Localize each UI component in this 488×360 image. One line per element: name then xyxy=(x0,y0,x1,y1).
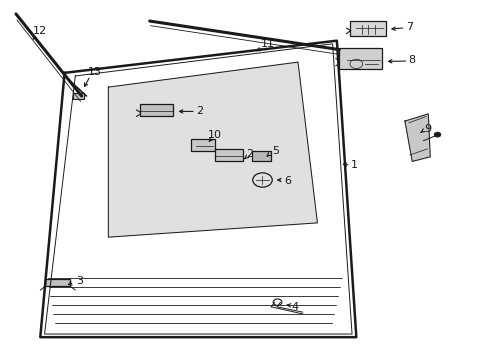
Polygon shape xyxy=(404,114,429,161)
Text: 6: 6 xyxy=(283,176,290,186)
Text: 2: 2 xyxy=(245,149,252,159)
Text: 1: 1 xyxy=(350,160,357,170)
Text: 7: 7 xyxy=(406,22,412,32)
Polygon shape xyxy=(108,62,317,237)
FancyBboxPatch shape xyxy=(140,104,173,116)
Text: 4: 4 xyxy=(290,302,298,312)
Text: 3: 3 xyxy=(77,276,83,286)
FancyBboxPatch shape xyxy=(215,149,242,161)
Text: 9: 9 xyxy=(423,124,430,134)
Text: 12: 12 xyxy=(33,26,47,36)
Text: 10: 10 xyxy=(208,130,222,140)
Text: 11: 11 xyxy=(260,39,274,49)
Text: 2: 2 xyxy=(196,107,203,116)
Circle shape xyxy=(433,132,440,137)
FancyBboxPatch shape xyxy=(251,151,271,161)
Text: 5: 5 xyxy=(272,146,279,156)
Bar xyxy=(73,93,84,99)
FancyBboxPatch shape xyxy=(45,279,70,287)
FancyBboxPatch shape xyxy=(339,48,381,68)
FancyBboxPatch shape xyxy=(191,139,215,151)
FancyBboxPatch shape xyxy=(350,21,385,36)
Text: 13: 13 xyxy=(88,67,102,77)
Text: 8: 8 xyxy=(408,55,415,65)
